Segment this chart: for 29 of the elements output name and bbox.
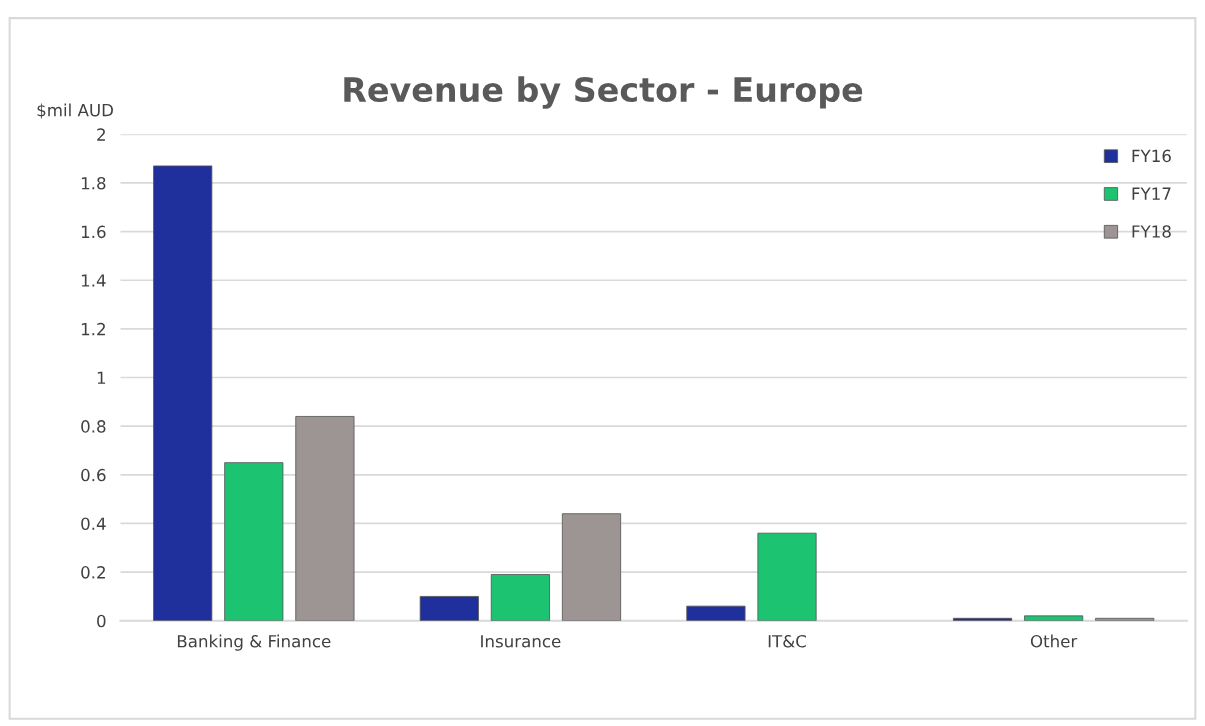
y-tick-label: 1.6: [81, 225, 106, 239]
x-tick-label: Other: [1030, 634, 1078, 648]
y-tick-label: 0.8: [81, 420, 106, 433]
x-tick-label: Banking & Finance: [177, 634, 331, 651]
chart-title: Revenue by Sector - Europe: [344, 76, 863, 109]
bar: [686, 605, 746, 621]
y-tick-label: 0.2: [81, 566, 105, 579]
y-tick-label: 1: [97, 371, 106, 384]
bar: [561, 513, 622, 621]
y-tick-label: 1.4: [81, 274, 106, 287]
bar: [153, 165, 213, 621]
bar: [419, 595, 479, 621]
y-tick-label: 0.6: [81, 468, 106, 482]
x-tick-label: Insurance: [481, 635, 561, 648]
y-tick-label: 2: [97, 128, 105, 141]
y-tick-label: 0: [97, 614, 106, 628]
y-tick-label: 0.4: [81, 517, 106, 531]
y-tick-label: 1.8: [81, 176, 106, 190]
y-tick-label: 1.2: [81, 322, 105, 336]
bar: [490, 574, 550, 621]
bar: [224, 462, 284, 621]
bar: [295, 416, 355, 621]
bar: [1024, 615, 1084, 621]
legend-label: FY18: [1132, 225, 1171, 238]
y-axis-title: $mil AUD: [37, 103, 113, 119]
bar: [757, 532, 817, 621]
x-tick-label: IT&C: [768, 634, 806, 648]
legend-label: FY16: [1132, 149, 1171, 163]
legend-label: FY17: [1132, 187, 1171, 200]
